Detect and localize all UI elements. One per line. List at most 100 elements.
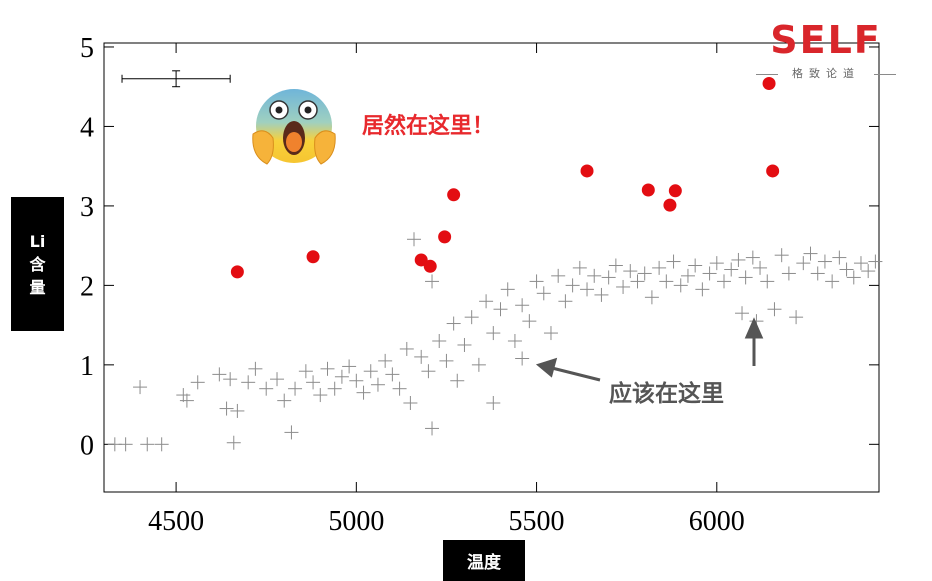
red-dot <box>230 265 244 279</box>
logo-line-right <box>874 74 896 75</box>
plus-marker <box>421 364 436 379</box>
plus-marker <box>825 274 840 289</box>
plus-marker <box>407 232 421 247</box>
plus-marker <box>471 357 486 372</box>
plus-marker <box>363 364 378 379</box>
plus-marker <box>298 364 313 379</box>
surprise-annotation: 居然在这里！ <box>362 114 495 139</box>
plus-marker <box>709 256 724 271</box>
plus-marker <box>403 395 418 410</box>
plus-marker <box>565 278 580 293</box>
y-tick-label: 5 <box>80 33 94 64</box>
plus-marker <box>190 375 205 390</box>
plus-marker <box>637 266 652 281</box>
plus-marker <box>594 287 609 302</box>
plus-marker <box>630 274 645 289</box>
plus-marker <box>385 367 400 382</box>
arrows <box>535 317 764 382</box>
plus-marker <box>803 246 818 261</box>
gray-plus-series <box>107 232 883 452</box>
plus-marker <box>580 282 595 297</box>
plus-marker <box>702 266 717 281</box>
plus-marker <box>522 314 537 329</box>
screaming-face-icon <box>249 86 339 166</box>
plus-marker <box>479 294 494 309</box>
plus-marker <box>226 435 241 450</box>
plus-marker <box>500 282 515 297</box>
plus-marker <box>817 254 832 269</box>
plus-marker <box>789 310 804 325</box>
plus-marker <box>140 437 155 452</box>
plus-marker <box>536 286 551 301</box>
plus-marker <box>753 260 768 275</box>
plus-marker <box>349 373 364 388</box>
red-dot-series <box>230 77 780 279</box>
plus-marker <box>457 337 472 352</box>
plus-marker <box>745 250 760 265</box>
y-tick-label: 0 <box>80 430 94 461</box>
plus-marker <box>277 393 292 408</box>
plus-marker <box>425 274 440 289</box>
x-tick-label: 6000 <box>689 506 745 537</box>
plus-marker <box>680 268 695 283</box>
logo-main-text: SELF <box>770 18 882 62</box>
plus-marker <box>306 375 321 390</box>
y-axis-label-line-3: 量 <box>29 277 46 297</box>
plus-marker <box>846 270 861 285</box>
plus-marker <box>644 290 659 305</box>
red-dot <box>438 230 452 244</box>
plus-marker <box>558 294 573 309</box>
plus-marker <box>212 367 227 382</box>
y-tick-label: 4 <box>80 112 94 143</box>
plus-marker <box>133 380 148 395</box>
plus-marker <box>652 260 667 275</box>
plus-marker <box>230 403 245 418</box>
plus-marker <box>572 260 587 275</box>
plus-marker <box>666 254 681 269</box>
plus-marker <box>731 252 746 267</box>
plus-marker <box>486 395 501 410</box>
plot-frame <box>103 42 880 493</box>
x-tick-label: 5500 <box>509 506 565 537</box>
red-dot <box>663 198 677 212</box>
red-dot <box>580 164 594 178</box>
plus-marker <box>313 388 328 403</box>
red-dot <box>414 253 428 267</box>
plus-marker <box>543 326 558 341</box>
arrow-up-head <box>744 317 764 339</box>
plus-marker <box>515 298 530 313</box>
plus-marker <box>334 369 349 384</box>
plus-marker <box>551 268 566 283</box>
plus-marker <box>760 274 775 289</box>
plus-marker <box>118 437 133 452</box>
plus-marker <box>439 353 454 368</box>
plus-marker <box>493 302 508 317</box>
plus-marker <box>529 274 544 289</box>
x-tick-label: 4500 <box>148 506 204 537</box>
x-tick-label: 5000 <box>328 506 384 537</box>
plus-marker <box>284 425 299 440</box>
plus-marker <box>414 349 429 364</box>
plus-marker <box>839 262 854 277</box>
plus-marker <box>219 401 234 416</box>
plus-marker <box>270 372 285 387</box>
plus-marker <box>861 264 876 279</box>
y-tick-label: 3 <box>80 192 94 223</box>
plus-marker <box>320 361 335 376</box>
plus-marker <box>781 266 796 281</box>
plus-marker <box>241 375 256 390</box>
red-dot <box>306 250 320 264</box>
plus-marker <box>853 256 868 271</box>
self-logo: SELF 格致论道 <box>756 18 896 88</box>
error-bar <box>121 70 231 88</box>
y-tick-label: 2 <box>80 271 94 302</box>
plus-marker <box>507 334 522 349</box>
plus-marker <box>432 334 447 349</box>
plus-marker <box>738 270 753 285</box>
plus-marker <box>608 258 623 273</box>
logo-subtitle: 格致论道 <box>792 67 860 80</box>
plus-marker <box>446 316 461 331</box>
plus-marker <box>327 381 342 396</box>
plus-marker <box>370 377 385 392</box>
plus-marker <box>515 351 530 366</box>
